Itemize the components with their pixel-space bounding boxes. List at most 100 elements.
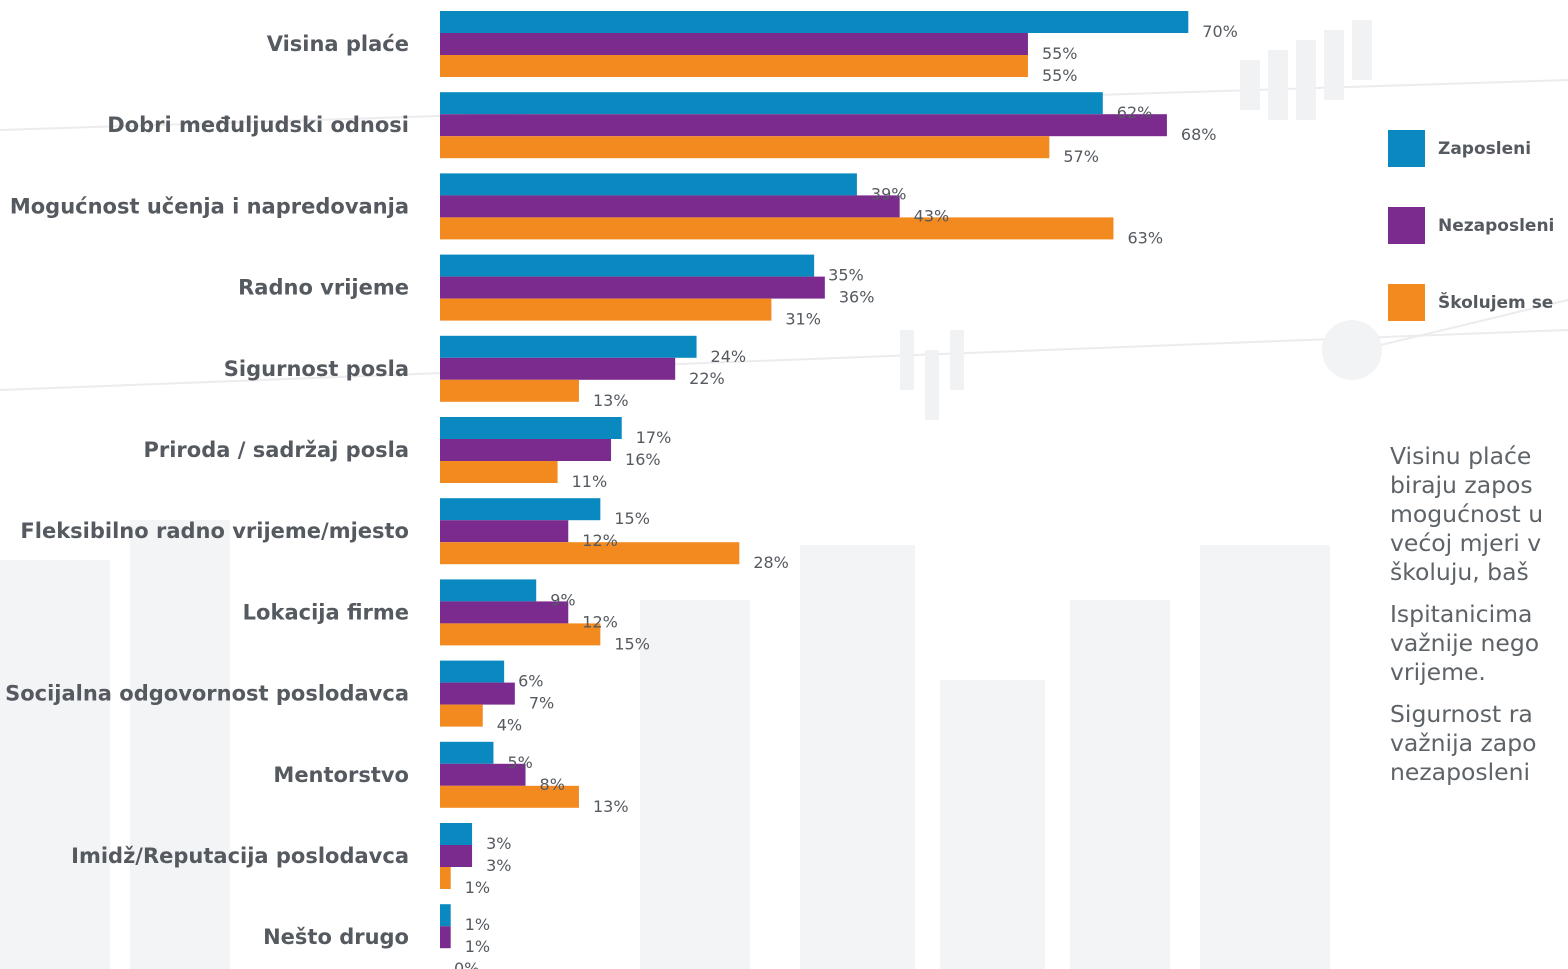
category-label: Sigurnost posla: [224, 357, 409, 381]
bar: [440, 926, 451, 949]
bar: [440, 542, 740, 565]
bar: [440, 498, 601, 521]
category-label: Radno vrijeme: [238, 276, 409, 300]
data-label: 1%: [465, 937, 490, 956]
legend-item-skolujem-se: Školujem se: [1388, 284, 1553, 321]
bar: [440, 136, 1050, 159]
data-label: 70%: [1202, 22, 1238, 41]
note-paragraph: Ispitanicima važnije nego vrijeme.: [1390, 600, 1540, 686]
category-label: Nešto drugo: [263, 925, 409, 949]
note-paragraph: Sigurnost ra važnija zapo nezaposleni: [1390, 700, 1537, 786]
bar: [440, 92, 1103, 115]
bar: [440, 11, 1189, 33]
data-label: 12%: [582, 531, 618, 550]
commentary-text: Visinu plaće biraju zapos mogućnost u ve…: [1390, 442, 1568, 800]
bar: [440, 601, 569, 624]
legend-item-nezaposleni: Nezaposleni: [1388, 207, 1554, 244]
bar: [440, 660, 505, 683]
category-label: Lokacija firme: [243, 600, 409, 624]
data-label: 35%: [828, 266, 864, 285]
bar: [440, 823, 473, 845]
bar: [440, 623, 601, 646]
data-label: 11%: [572, 472, 608, 491]
legend-swatch-zaposleni: [1388, 130, 1425, 167]
data-label: 15%: [614, 509, 650, 528]
data-label: 55%: [1042, 66, 1078, 85]
data-label: 8%: [540, 775, 565, 794]
legend-swatch-nezaposleni: [1388, 207, 1425, 244]
note-paragraph: Visinu plaće biraju zapos mogućnost u ve…: [1390, 442, 1544, 586]
data-label: 15%: [614, 634, 650, 653]
bar: [440, 579, 537, 602]
category-label: Fleksibilno radno vrijeme/mjesto: [20, 519, 409, 543]
bar: [440, 867, 451, 889]
category-label: Priroda / sadržaj posla: [143, 438, 409, 462]
bar: [440, 379, 579, 402]
data-label: 24%: [711, 347, 747, 366]
bar: [440, 741, 494, 764]
bar: [440, 114, 1167, 137]
data-label: 28%: [753, 553, 789, 572]
data-label: 5%: [507, 753, 532, 772]
category-label: Imidž/Reputacija poslodavca: [71, 844, 409, 868]
legend-item-zaposleni: Zaposleni: [1388, 130, 1531, 167]
data-label: 16%: [625, 450, 661, 469]
bar: [440, 55, 1028, 77]
category-label: Dobri međuljudski odnosi: [107, 113, 409, 137]
data-label: 1%: [465, 878, 490, 897]
bar: [440, 682, 515, 705]
legend-label-skolujem-se: Školujem se: [1438, 292, 1554, 313]
data-labels: 70% 55% 55% 62% 68% 57% 39% 43% 63% 35% 36% 31% 24% 2…: [454, 22, 1238, 969]
data-label: 31%: [785, 310, 821, 329]
bar: [440, 417, 622, 439]
bar: [440, 254, 815, 277]
bar: [440, 845, 473, 867]
bar: [440, 195, 900, 218]
data-label: 55%: [1042, 44, 1078, 63]
data-label: 63%: [1127, 228, 1163, 247]
bar: [440, 904, 451, 927]
bars: [440, 11, 1189, 949]
data-label: 43%: [914, 206, 950, 225]
data-label: 62%: [1117, 103, 1153, 122]
bar: [440, 276, 825, 299]
data-label: 4%: [497, 716, 522, 735]
bar: [440, 217, 1114, 240]
data-label: 13%: [593, 391, 629, 410]
data-label: 3%: [486, 834, 511, 853]
data-label: 17%: [636, 428, 672, 447]
legend-swatch-skolujem-se: [1388, 284, 1425, 321]
legend-label-zaposleni: Zaposleni: [1438, 138, 1532, 159]
category-label: Mogućnost učenja i napredovanja: [10, 194, 409, 218]
bar: [440, 763, 526, 786]
bar: [440, 335, 697, 358]
bar: [440, 298, 772, 321]
bar: [440, 439, 612, 461]
category-label: Visina plaće: [267, 32, 409, 56]
data-label: 12%: [582, 612, 618, 631]
data-label: 36%: [839, 288, 875, 307]
data-label: 0%: [454, 959, 479, 969]
bar: [440, 357, 676, 380]
data-label: 57%: [1063, 147, 1099, 166]
data-label: 13%: [593, 797, 629, 816]
bar: [440, 461, 558, 483]
data-label: 68%: [1181, 125, 1217, 144]
data-label: 39%: [871, 184, 907, 203]
data-label: 9%: [550, 590, 575, 609]
data-label: 1%: [465, 915, 490, 934]
bar: [440, 33, 1028, 55]
legend-label-nezaposleni: Nezaposleni: [1438, 215, 1555, 236]
category-label: Socijalna odgovornost poslodavca: [5, 682, 409, 706]
category-axis-labels: Visina plaće Dobri međuljudski odnosi Mogu…: [5, 32, 409, 949]
bar: [440, 173, 857, 196]
bar: [440, 785, 579, 808]
data-label: 6%: [518, 672, 543, 691]
bar: [440, 520, 569, 543]
data-label: 22%: [689, 369, 725, 388]
bar: [440, 704, 483, 727]
data-label: 3%: [486, 856, 511, 875]
category-label: Mentorstvo: [273, 763, 409, 787]
